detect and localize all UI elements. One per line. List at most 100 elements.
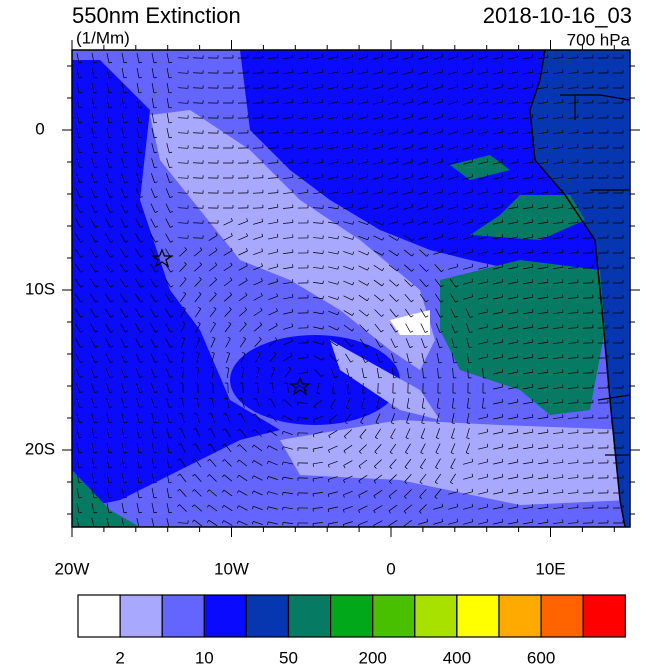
wind-barb xyxy=(381,143,384,147)
wind-barb xyxy=(283,326,293,330)
wind-barb xyxy=(538,431,548,435)
wind-barb xyxy=(358,191,368,195)
wind-barb xyxy=(466,437,470,439)
wind-barb xyxy=(151,173,155,183)
wind-barb xyxy=(471,53,474,57)
wind-barb xyxy=(343,265,353,271)
wind-barb xyxy=(532,204,534,208)
wind-barb xyxy=(230,262,233,266)
wind-barb xyxy=(168,482,172,484)
wind-barb xyxy=(75,248,81,258)
wind-barb xyxy=(516,519,519,523)
wind-barb xyxy=(582,327,594,329)
colorbar-label: 2 xyxy=(115,648,124,667)
wind-barb xyxy=(151,383,155,393)
wind-barb xyxy=(150,233,156,243)
wind-barb xyxy=(120,218,126,228)
wind-barb xyxy=(245,277,248,281)
wind-barb xyxy=(276,263,279,267)
wind-barb xyxy=(567,117,579,119)
wind-barb xyxy=(454,331,458,333)
wind-barb xyxy=(282,87,294,89)
wind-barb xyxy=(194,308,202,318)
wind-barb xyxy=(282,132,294,134)
wind-barb xyxy=(283,431,293,435)
wind-barb xyxy=(166,98,170,108)
wind-barb xyxy=(168,122,172,124)
wind-barb xyxy=(179,278,187,288)
wind-barb xyxy=(136,503,140,513)
wind-barb xyxy=(388,495,392,499)
wind-barb xyxy=(283,281,293,285)
wind-barb xyxy=(367,236,370,240)
wind-barb xyxy=(456,218,459,222)
wind-barb xyxy=(312,282,324,284)
wind-barb xyxy=(125,345,129,348)
wind-barb xyxy=(328,281,338,285)
wind-barb xyxy=(76,83,80,93)
wind-barb xyxy=(395,330,399,333)
wind-barb xyxy=(552,312,564,314)
wind-barb xyxy=(343,444,353,452)
wind-barb xyxy=(450,443,456,453)
wind-barb xyxy=(434,473,442,483)
wind-barb xyxy=(108,77,112,79)
wind-barb xyxy=(388,510,391,514)
wind-barb xyxy=(125,270,129,273)
wind-barb xyxy=(441,113,444,117)
wind-barb xyxy=(213,306,217,310)
wind-barb xyxy=(403,249,413,257)
wind-barb xyxy=(177,72,189,74)
wind-barb xyxy=(151,98,155,108)
wind-barb xyxy=(358,490,368,496)
wind-barb xyxy=(223,220,233,226)
colorbar-label: 600 xyxy=(527,648,555,667)
wind-barb xyxy=(151,458,155,468)
wind-barb xyxy=(411,188,414,192)
wind-barb xyxy=(336,189,339,193)
wind-barb xyxy=(493,71,503,75)
wind-barb xyxy=(552,492,564,494)
wind-barb xyxy=(433,236,443,240)
wind-barb xyxy=(426,203,429,207)
wind-barb xyxy=(552,297,564,299)
wind-barb xyxy=(538,311,548,315)
wind-barb xyxy=(223,520,233,526)
wind-barb xyxy=(478,86,488,90)
wind-barb xyxy=(567,147,579,149)
wind-barb xyxy=(139,421,143,424)
wind-barb xyxy=(343,479,346,483)
wind-barb xyxy=(312,522,324,524)
wind-barb xyxy=(120,188,126,198)
lat-tick-label: 10S xyxy=(25,279,55,298)
wind-barb xyxy=(166,83,170,93)
map-field xyxy=(72,50,630,527)
wind-barb xyxy=(450,293,456,303)
wind-barb xyxy=(508,191,518,195)
wind-barb xyxy=(381,53,384,57)
wind-barb xyxy=(396,128,399,132)
wind-barb xyxy=(284,368,292,378)
wind-barb xyxy=(109,196,113,198)
wind-barb xyxy=(215,247,218,251)
wind-barb xyxy=(329,354,337,362)
wind-barb xyxy=(418,221,428,225)
wind-barb xyxy=(124,196,128,198)
wind-barb xyxy=(268,521,278,525)
wind-barb xyxy=(426,68,429,72)
wind-barb xyxy=(359,444,367,452)
wind-barb xyxy=(328,296,338,300)
wind-barb xyxy=(106,443,110,453)
wind-barb xyxy=(405,437,409,440)
wind-barb xyxy=(366,329,369,332)
wind-barb xyxy=(273,351,277,355)
wind-barb xyxy=(138,436,143,439)
wind-barb xyxy=(75,218,81,228)
wind-barb xyxy=(419,473,427,483)
wind-barb xyxy=(395,345,399,348)
wind-barb xyxy=(90,353,96,363)
wind-barb xyxy=(330,398,336,408)
wind-barb xyxy=(184,247,187,250)
wind-barb xyxy=(150,278,156,288)
wind-barb xyxy=(125,285,129,288)
